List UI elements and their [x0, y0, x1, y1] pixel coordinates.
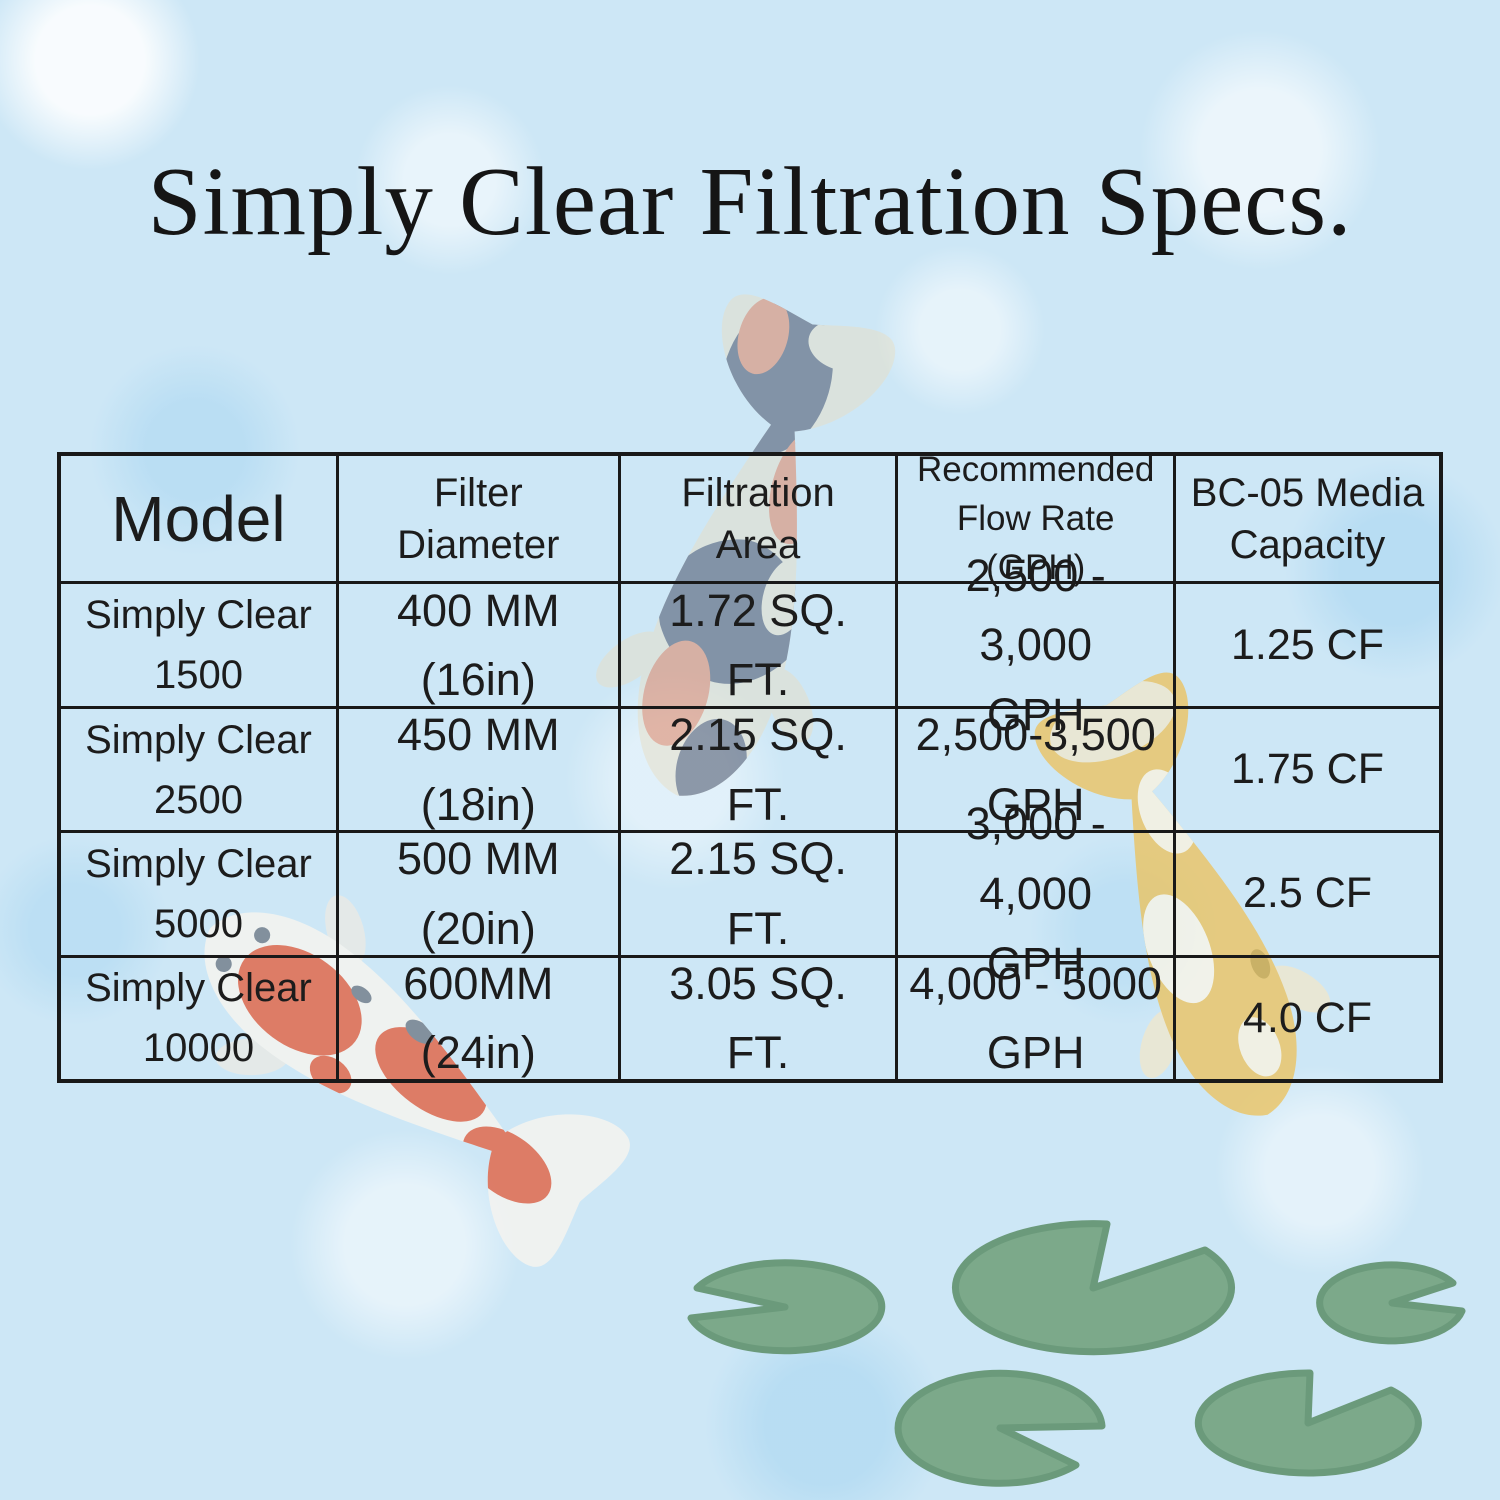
cell-flow-10000: 4,000 - 5000 GPH: [895, 955, 1174, 1079]
cell-area-1500: 1.72 SQ. FT.: [617, 581, 896, 707]
cell-area-10000: 3.05 SQ. FT.: [617, 955, 896, 1079]
cell-diameter-10000: 600MM (24in): [335, 955, 618, 1079]
cell-flow-1500: 2,500 - 3,000 GPH: [895, 550, 1174, 740]
cell-model-1500: Simply Clear 1500: [61, 581, 336, 706]
cell-capacity-2500: 1.75 CF: [1173, 706, 1439, 830]
cell-capacity-10000: 4.0 CF: [1173, 955, 1439, 1079]
page-title: Simply Clear Filtration Specs.: [147, 148, 1353, 255]
header-cell-flow: Recommended Flow Rate (GPH): [895, 450, 1173, 587]
cell-capacity-1500: 1.25 CF: [1173, 581, 1439, 707]
cell-model-5000: Simply Clear 5000: [61, 829, 336, 955]
cell-diameter-1500: 400 MM (16in): [335, 581, 618, 707]
lily-pad-group: [687, 1220, 1466, 1487]
cell-model-10000: Simply Clear 10000: [61, 955, 336, 1079]
cell-model-2500: Simply Clear 2500: [61, 706, 336, 829]
lily-pad: [1194, 1369, 1422, 1477]
cell-flow-5000: 3,000 - 4,000 GPH: [895, 798, 1174, 989]
cell-capacity-5000: 2.5 CF: [1173, 829, 1439, 955]
cell-area-5000: 2.15 SQ. FT.: [617, 829, 896, 955]
cell-flow-2500: 2,500-3,500 GPH: [895, 706, 1174, 830]
cell-diameter-5000: 500 MM (20in): [335, 829, 618, 955]
header-cell-area: Filtration Area: [617, 456, 896, 582]
filtration-specs-table: Model Filter Diameter Filtration Area Re…: [57, 450, 1443, 1083]
header-cell-diameter: Filter Diameter: [335, 456, 618, 582]
kohaku-koi-illustration: [160, 861, 638, 1275]
lily-pad: [952, 1220, 1235, 1356]
header-cell-model: Model: [111, 482, 286, 555]
lily-pad: [687, 1259, 886, 1355]
cell-diameter-2500: 450 MM (18in): [335, 706, 618, 830]
cell-area-2500: 2.15 SQ. FT.: [617, 706, 896, 830]
header-cell-capacity: BC-05 Media Capacity: [1173, 456, 1439, 582]
lily-pad: [894, 1369, 1106, 1487]
lily-pad: [1316, 1261, 1466, 1345]
